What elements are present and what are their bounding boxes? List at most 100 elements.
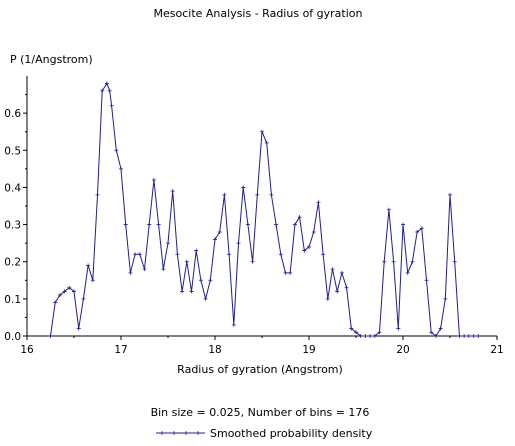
data-point xyxy=(269,192,274,197)
data-point xyxy=(53,300,58,305)
legend-label: Smoothed probability density xyxy=(210,427,373,440)
data-point xyxy=(452,259,457,264)
data-point xyxy=(231,322,236,327)
series-layer xyxy=(48,81,481,338)
data-point xyxy=(245,222,250,227)
data-point xyxy=(325,296,330,301)
data-point xyxy=(382,259,387,264)
x-tick-label: 20 xyxy=(396,344,409,356)
data-point xyxy=(429,330,434,335)
legend-marker xyxy=(184,431,188,435)
legend-marker xyxy=(196,431,200,435)
data-point xyxy=(471,334,476,338)
data-point xyxy=(161,267,166,272)
data-point xyxy=(114,148,119,153)
data-point xyxy=(208,278,213,283)
data-point xyxy=(386,207,391,212)
data-point xyxy=(104,81,109,86)
data-point xyxy=(128,270,133,275)
x-tick-label: 17 xyxy=(114,344,127,356)
legend: Smoothed probability density xyxy=(156,427,373,440)
data-point xyxy=(81,296,86,301)
data-point xyxy=(203,296,208,301)
data-point xyxy=(349,326,354,331)
data-point xyxy=(316,200,321,205)
data-point xyxy=(297,215,302,220)
data-point xyxy=(476,334,481,338)
data-point xyxy=(180,289,185,294)
data-point xyxy=(107,88,112,93)
data-point xyxy=(278,252,283,257)
data-point xyxy=(189,289,194,294)
data-point xyxy=(321,252,326,257)
data-point xyxy=(283,270,288,275)
axes: 0.0 0.1 0.2 0.3 0.4 0.5 0.6 16 17 18 19 20 21 xyxy=(4,76,504,356)
data-point xyxy=(344,285,349,290)
x-tick-label: 19 xyxy=(302,344,315,356)
data-point xyxy=(462,334,467,338)
data-point xyxy=(241,185,246,190)
data-point xyxy=(72,289,76,294)
data-point xyxy=(443,296,448,301)
data-point xyxy=(410,259,415,264)
data-point xyxy=(292,222,297,227)
data-point xyxy=(48,334,53,338)
data-point xyxy=(67,285,72,290)
data-point xyxy=(137,252,142,257)
data-point xyxy=(194,248,199,253)
series-line xyxy=(50,82,479,337)
data-point xyxy=(184,259,189,264)
data-point xyxy=(236,241,241,246)
data-point xyxy=(147,222,152,227)
data-point xyxy=(76,326,81,331)
data-point xyxy=(415,230,420,234)
data-point xyxy=(302,248,307,253)
bin-info-note: Bin size = 0.025, Number of bins = 176 xyxy=(151,406,370,419)
x-tick-label: 21 xyxy=(490,344,503,356)
data-point xyxy=(123,222,128,227)
data-point xyxy=(377,330,382,335)
data-point xyxy=(86,263,91,268)
y-tick-label: 0.6 xyxy=(4,108,21,120)
y-tick-label: 0.3 xyxy=(4,220,21,232)
data-point xyxy=(170,189,175,194)
data-point xyxy=(339,270,344,275)
data-point xyxy=(401,222,405,227)
data-point xyxy=(109,103,114,108)
data-point xyxy=(391,259,396,264)
data-point xyxy=(419,226,424,231)
data-point xyxy=(57,293,62,298)
y-tick-label: 0.5 xyxy=(4,145,21,157)
data-point xyxy=(448,192,452,197)
data-point xyxy=(213,237,217,242)
data-point xyxy=(250,259,255,264)
data-point xyxy=(156,222,161,227)
data-point xyxy=(133,252,138,257)
data-point xyxy=(424,278,429,283)
data-point xyxy=(95,192,100,197)
data-point xyxy=(288,270,293,275)
data-point xyxy=(311,230,316,234)
data-point xyxy=(227,252,232,257)
data-point xyxy=(354,330,358,335)
data-point xyxy=(330,267,335,272)
data-point xyxy=(433,334,438,338)
data-point xyxy=(142,267,147,272)
data-point xyxy=(217,230,222,234)
x-axis-label: Radius of gyration (Angstrom) xyxy=(177,363,343,376)
data-point xyxy=(405,270,410,275)
data-point xyxy=(255,192,260,197)
data-point xyxy=(166,241,170,246)
data-point xyxy=(372,334,377,338)
data-point xyxy=(260,129,264,134)
data-point xyxy=(335,289,340,294)
data-point xyxy=(368,334,373,338)
data-point xyxy=(175,252,180,257)
legend-marker xyxy=(172,431,176,435)
y-axis-label: P (1/Angstrom) xyxy=(10,53,93,66)
chart-title: Mesocite Analysis - Radius of gyration xyxy=(154,7,363,20)
y-tick-label: 0.4 xyxy=(4,182,21,194)
data-point xyxy=(119,166,123,171)
data-point xyxy=(100,88,105,93)
